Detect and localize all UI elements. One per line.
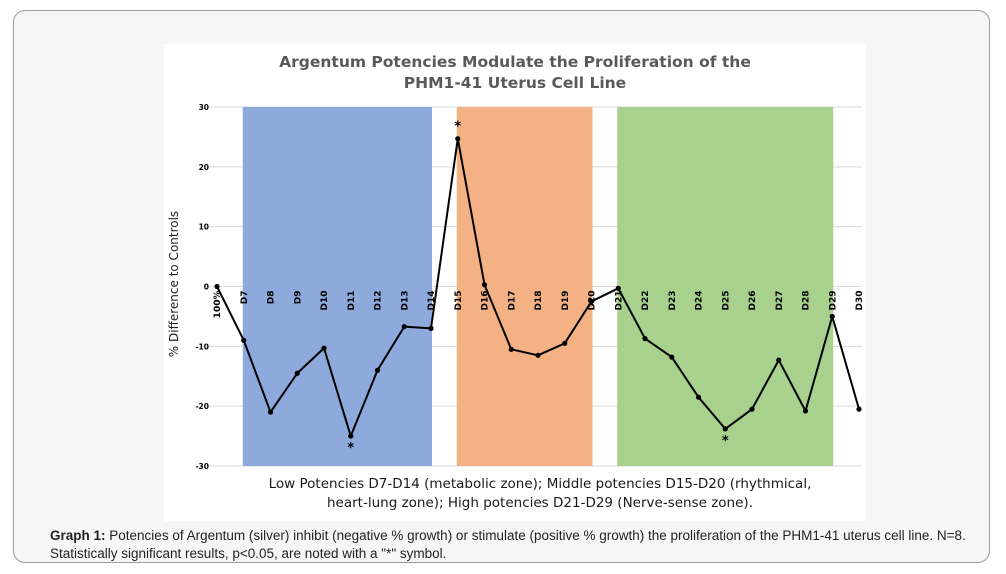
chart-title-line-2: PHM1-41 Uterus Cell Line [403,74,627,92]
y-tick-label: 20 [199,163,209,172]
x-tick-label: D27 [775,291,785,311]
x-tick-label: D16 [481,291,491,311]
data-point [776,357,782,363]
x-tick-label: 100% [213,291,223,319]
x-tick-label: D7 [240,291,250,305]
x-tick-label: D22 [641,291,651,311]
x-tick-label: D18 [534,291,544,311]
significance-marker: * [454,120,461,135]
data-point [802,408,809,414]
data-point [615,285,621,291]
zone-note: Low Potencies D7-D14 (metabolic zone); M… [260,475,820,513]
data-point [829,313,835,320]
y-tick-label: 10 [199,223,209,232]
figure-frame: 30 20 10 0 -10 -20 -30 100% D7 D8 D9 D10 D11 D12 D13 D1… [13,10,990,563]
data-point [294,370,300,376]
chart-title: Argentum Potencies Modulate the Prolifer… [164,52,866,94]
data-point [374,367,381,373]
data-point [856,406,862,412]
x-tick-label: D11 [347,291,357,311]
data-point [562,340,568,346]
data-point [588,298,595,305]
data-point [214,283,220,290]
zone-note-line-2: heart-lung zone); High potencies D21-D29… [327,495,753,511]
x-tick-label: D10 [320,291,330,311]
data-point [722,426,728,432]
data-point [669,354,675,360]
y-tick-label: 0 [204,283,209,292]
zone-band [617,107,834,466]
figure-caption: Graph 1: Potencies of Argentum (silver) … [50,527,990,563]
significance-marker: * [722,434,729,449]
zone-note-line-1: Low Potencies D7-D14 (metabolic zone); M… [268,476,812,492]
zone-band [456,107,593,466]
data-point [695,394,702,400]
x-tick-label: D24 [695,291,705,311]
data-point [455,136,461,142]
x-tick-label: D9 [293,291,303,305]
data-point [401,323,407,330]
chart-title-line-1: Argentum Potencies Modulate the Prolifer… [279,53,751,71]
x-tick-label: D25 [721,291,731,311]
data-point [348,433,354,439]
x-tick-label: D12 [374,291,384,311]
plot-panel: 30 20 10 0 -10 -20 -30 100% D7 D8 D9 D10 D11 D12 D13 D1… [164,44,866,521]
data-point [321,345,327,351]
x-tick-label: D17 [507,291,517,311]
x-tick-label: D28 [802,291,812,311]
data-point [241,337,247,343]
line-chart: 30 20 10 0 -10 -20 -30 100% D7 D8 D9 D10 D11 D12 D13 D1… [195,103,865,471]
data-point [642,335,648,342]
y-tick-label: -10 [195,342,209,351]
caption-label: Graph 1: [50,528,106,543]
y-tick-label: -30 [195,462,209,471]
data-point [749,406,755,412]
data-point [428,325,434,331]
x-tick-label: D14 [427,291,437,311]
significance-marker: * [347,441,354,456]
x-tick-label: D30 [855,291,865,311]
data-point [481,282,488,288]
y-axis-label: % Difference to Controls [167,210,181,358]
x-tick-label: D8 [267,291,277,305]
caption-text: Potencies of Argentum (silver) inhibit (… [50,528,966,561]
y-tick-label: 30 [199,103,209,112]
data-point [267,409,274,415]
x-tick-label: D23 [668,291,678,311]
data-point [508,346,514,352]
data-point [535,352,541,358]
x-tick-label: D13 [400,291,410,311]
y-tick-label: -20 [195,402,209,411]
x-tick-label: D19 [561,291,571,311]
x-tick-label: D21 [614,291,624,311]
x-tick-label: D29 [828,291,838,311]
x-tick-label: D26 [748,291,758,311]
x-tick-label: D15 [454,291,464,311]
